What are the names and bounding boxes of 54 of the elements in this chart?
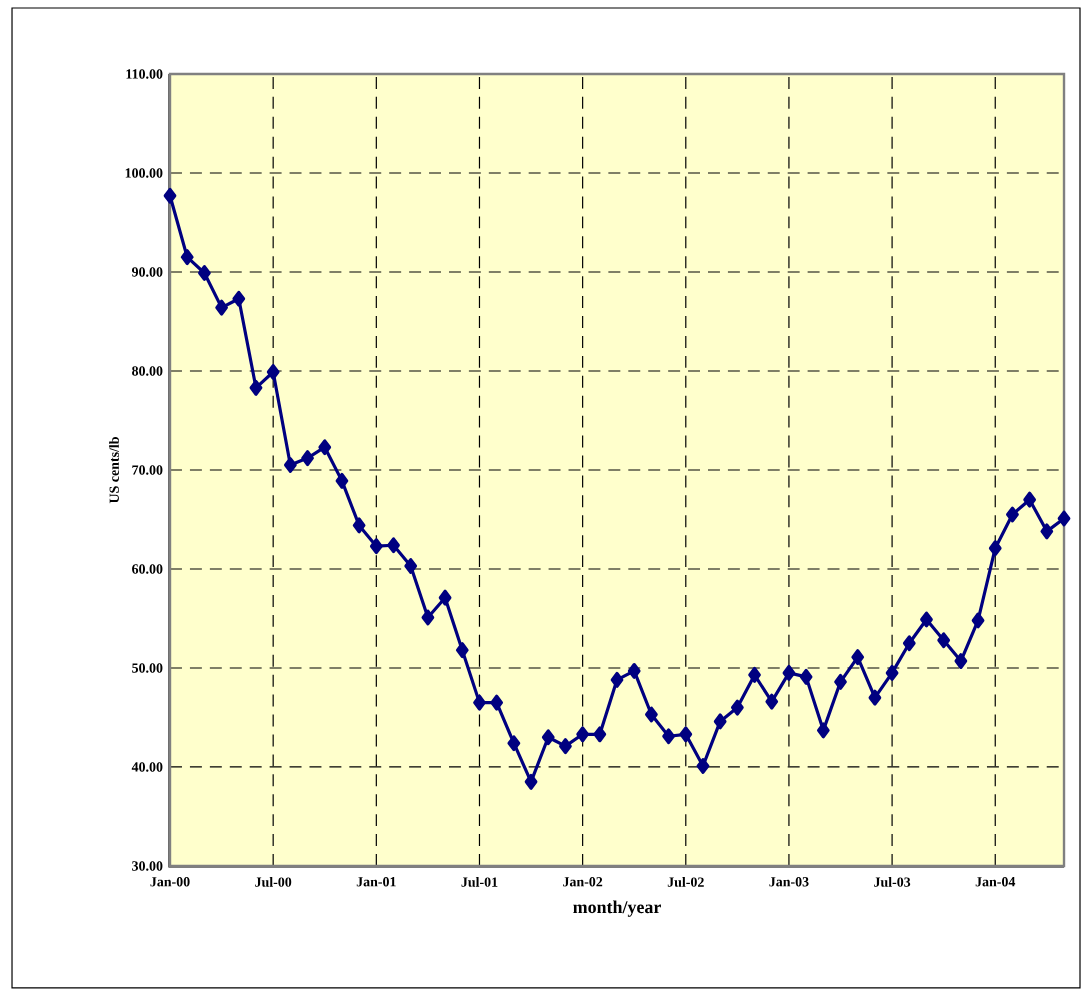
point (576, 726, 590, 743)
point (816, 722, 830, 739)
point (679, 726, 693, 743)
point (198, 265, 211, 281)
point (438, 589, 452, 606)
point (730, 699, 744, 716)
point (920, 611, 933, 628)
point (283, 457, 297, 474)
point (249, 379, 263, 396)
point (455, 642, 469, 659)
point (541, 729, 555, 746)
point (490, 694, 504, 711)
point (1040, 523, 1054, 540)
point (937, 632, 951, 649)
point (799, 668, 813, 685)
point (868, 689, 882, 706)
point (1023, 491, 1037, 508)
point (163, 187, 177, 204)
point (559, 738, 572, 755)
point (954, 653, 968, 670)
point (301, 450, 314, 467)
point (215, 299, 228, 316)
point (421, 609, 435, 626)
point (851, 649, 865, 666)
point (645, 706, 658, 723)
point (232, 290, 246, 307)
point (627, 662, 641, 679)
point (748, 666, 761, 683)
point (971, 612, 985, 629)
point (335, 472, 349, 489)
point (988, 540, 1002, 557)
point (662, 728, 675, 745)
point (318, 439, 332, 456)
point (902, 635, 916, 652)
point (885, 664, 899, 681)
point (713, 713, 727, 730)
point (782, 664, 796, 681)
x-axis-title: month/year (573, 900, 661, 917)
point (369, 538, 383, 555)
point (696, 758, 710, 774)
point (352, 517, 366, 534)
point (180, 249, 194, 266)
point (473, 694, 486, 711)
point (387, 537, 400, 554)
point (266, 364, 280, 380)
point (610, 671, 624, 688)
point (404, 558, 418, 574)
point (1006, 506, 1019, 523)
point (1057, 510, 1071, 527)
point (593, 726, 607, 743)
point (524, 773, 538, 790)
point (507, 735, 521, 752)
point (765, 693, 779, 710)
point (834, 673, 847, 690)
